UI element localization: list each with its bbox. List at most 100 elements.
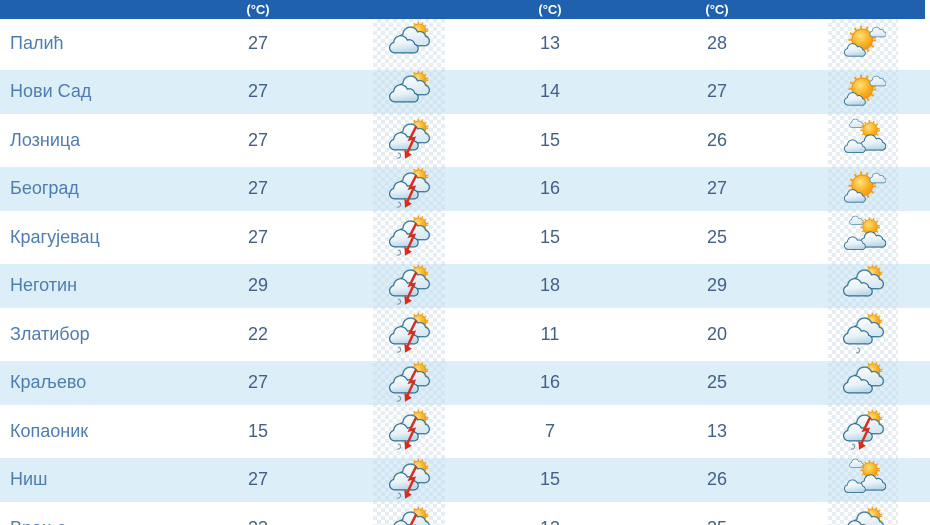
weather-icon-cell-next: [828, 164, 898, 213]
sunny-clouds-icon: [837, 166, 889, 212]
spacer: [779, 0, 828, 19]
temp-max-next: 27: [706, 81, 728, 102]
header-city-spacer: [0, 0, 180, 19]
temp-min: 14: [539, 81, 561, 102]
weather-icon-cell-today: [373, 116, 445, 165]
thunder-icon: [383, 311, 435, 357]
spacer: [898, 116, 930, 165]
header-unit-max-today: (°C): [246, 2, 270, 17]
thunder-icon: [383, 505, 435, 525]
temp-max-next: 28: [706, 32, 728, 53]
spacer: [779, 19, 828, 68]
header-icon-spacer: [373, 0, 445, 19]
city-name: Београд: [10, 178, 79, 199]
city-name: Краљево: [10, 372, 87, 393]
city-name: Палић: [10, 32, 64, 53]
weather-icon-cell-next: [828, 504, 898, 525]
spacer: [336, 407, 373, 456]
spacer: [336, 0, 373, 19]
spacer: [898, 310, 930, 359]
spacer: [898, 68, 930, 117]
spacer: [779, 504, 828, 525]
spacer: [336, 213, 373, 262]
temp-max-next: 27: [706, 178, 728, 199]
spacer: [898, 359, 930, 408]
forecast-table: Палић 27 13 28 Нови Сад 27 14 27 Лозница 27 15 26 Бе…: [0, 19, 930, 525]
cloudy-sun-icon: [837, 360, 889, 406]
city-name: Врање: [0, 504, 180, 525]
weather-icon-cell-today: [373, 455, 445, 504]
temp-max-next: 26: [706, 469, 728, 490]
temp-max-next: 25: [655, 504, 779, 525]
temp-max-today: 22: [247, 323, 269, 344]
weather-icon-cell-next: [828, 358, 898, 407]
weather-icon-cell-next: [828, 407, 898, 456]
spacer: [898, 165, 930, 214]
weather-icon-cell-today: [373, 358, 445, 407]
temp-max-next: 25: [706, 372, 728, 393]
spacer: [779, 310, 828, 359]
city-name: Крагујевац: [10, 226, 100, 247]
spacer: [898, 19, 930, 68]
temp-max-next: 25: [706, 226, 728, 247]
spacer: [779, 165, 828, 214]
thunder-icon: [383, 457, 435, 503]
city-name: Нови Сад: [10, 81, 92, 102]
spacer: [779, 68, 828, 117]
spacer: [898, 407, 930, 456]
temp-max-next: 29: [706, 275, 728, 296]
weather-icon-cell-today: [373, 19, 445, 68]
weather-icon-cell-next: [828, 310, 898, 359]
temp-max-today: 27: [247, 226, 269, 247]
partly-cloudy-icon: [837, 214, 889, 260]
table-row: Врање23 1325: [0, 504, 930, 525]
table-row: Краљево 27 16 25: [0, 358, 930, 408]
weather-icon-cell-today: [373, 213, 445, 262]
spacer: [336, 310, 373, 359]
table-row: Нови Сад 27 14 27: [0, 67, 930, 117]
temp-min: 15: [539, 129, 561, 150]
spacer: [898, 213, 930, 262]
spacer: [336, 262, 373, 311]
header-unit-max-next: (°C): [705, 2, 729, 17]
temp-max-today: 27: [247, 32, 269, 53]
temp-min: 11: [540, 323, 560, 344]
city-name: Ниш: [10, 469, 48, 490]
temp-max-today: 27: [247, 81, 269, 102]
spacer: [336, 456, 373, 505]
weather-icon-cell-today: [373, 504, 445, 525]
spacer: [779, 407, 828, 456]
temp-max-today: 27: [247, 178, 269, 199]
city-name: Лозница: [10, 129, 81, 150]
city-name: Копаоник: [10, 420, 89, 441]
table-row: Београд 27 16 27: [0, 164, 930, 214]
table-row: Неготин 29 18 29: [0, 261, 930, 311]
table-row: Палић 27 13 28: [0, 19, 930, 68]
sunny-clouds-icon: [837, 20, 889, 66]
sunny-clouds-icon: [837, 69, 889, 115]
weather-icon-cell-next: [828, 213, 898, 262]
spacer: [779, 359, 828, 408]
spacer: [898, 262, 930, 311]
thunder-icon: [383, 408, 435, 454]
weather-icon-cell-today: [373, 310, 445, 359]
city-name: Неготин: [10, 275, 78, 296]
spacer: [779, 262, 828, 311]
temp-min: 16: [539, 372, 561, 393]
temp-min: 7: [544, 420, 555, 441]
thunder-icon: [383, 117, 435, 163]
partly-cloudy-icon: [837, 117, 889, 163]
weather-icon-cell-next: [828, 116, 898, 165]
cloudy-sun-icon: [383, 69, 435, 115]
table-row: Ниш 27 15 26: [0, 455, 930, 505]
thunder-icon: [383, 214, 435, 260]
temp-max-today: 23: [180, 504, 336, 525]
weather-icon-cell-today: [373, 67, 445, 116]
temp-min: 15: [539, 226, 561, 247]
weather-icon-cell-next: [828, 67, 898, 116]
spacer: [779, 116, 828, 165]
temp-min: 13: [539, 32, 561, 53]
spacer: [336, 116, 373, 165]
temp-max-today: 27: [247, 372, 269, 393]
